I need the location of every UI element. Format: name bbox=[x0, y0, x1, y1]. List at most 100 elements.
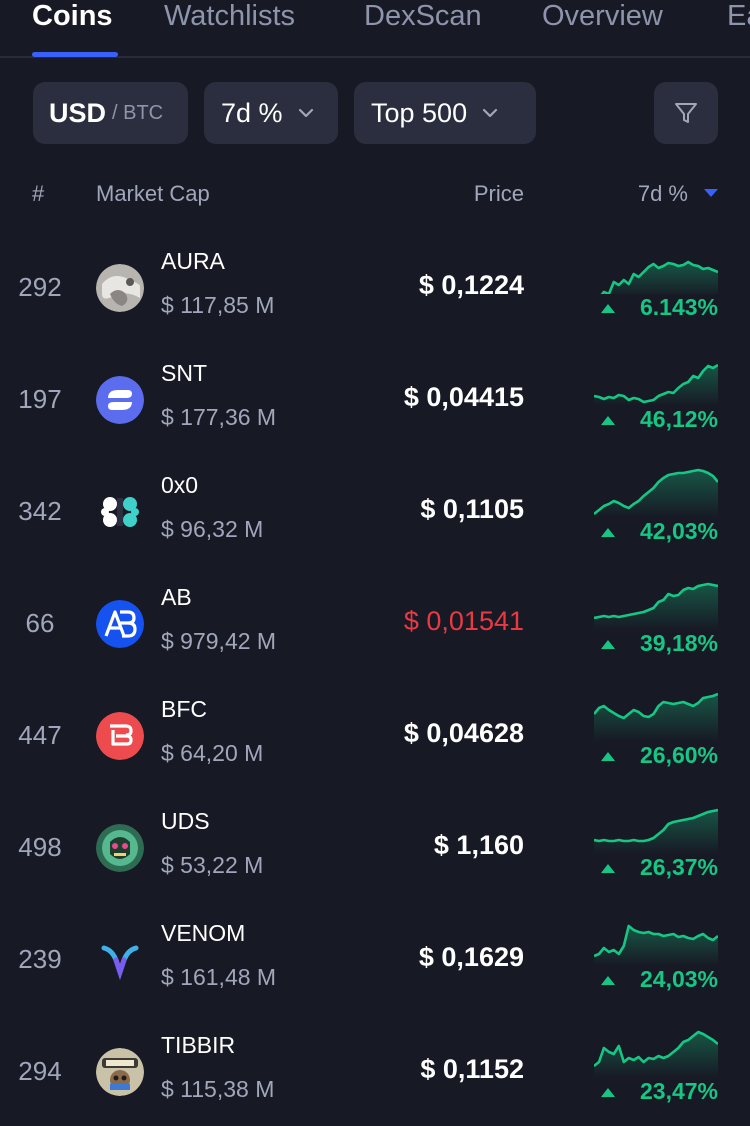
period-dropdown[interactable]: 7d % bbox=[204, 82, 338, 144]
filter-icon bbox=[675, 103, 697, 123]
coin-price: $ 0,04415 bbox=[403, 382, 524, 412]
sparkline-chart bbox=[594, 808, 718, 854]
sparkline-line bbox=[594, 1030, 718, 1068]
currency-toggle[interactable]: USD / BTC bbox=[33, 82, 188, 144]
sparkline-area bbox=[594, 365, 718, 406]
chevron-down-icon bbox=[482, 108, 498, 118]
coin-row[interactable]: 239 VENOM $ 161,48 M $ 0,1629 24,03% bbox=[0, 908, 750, 1020]
sparkline-line bbox=[594, 692, 718, 720]
period-label: 7d % bbox=[221, 97, 283, 128]
up-triangle-icon bbox=[601, 1088, 615, 1097]
coin-row[interactable]: 498 UDS $ 53,22 M $ 1,160 26,37% bbox=[0, 796, 750, 908]
coin-price: $ 0,04628 bbox=[403, 718, 524, 748]
coin-symbol: SNT bbox=[161, 360, 207, 386]
coin-market-cap: $ 64,20 M bbox=[161, 740, 264, 766]
coin-row[interactable]: 66 AB $ 979,42 M $ 0,01541 39,18% bbox=[0, 572, 750, 684]
coin-price: $ 0,1105 bbox=[420, 494, 524, 524]
ab-logo-icon bbox=[96, 600, 144, 648]
coin-rank: 197 bbox=[18, 384, 62, 414]
coin-row[interactable]: 292 AURA $ 117,85 M $ 0,1224 6.143% bbox=[0, 236, 750, 348]
coin-rank: 342 bbox=[18, 496, 62, 526]
sparkline-area bbox=[594, 470, 718, 518]
coin-rank: 447 bbox=[18, 720, 62, 750]
coin-row[interactable]: 294 TIBBIR $ 115,38 M $ 0,1152 23,47% bbox=[0, 1020, 750, 1126]
coin-price: $ 0,01541 bbox=[403, 606, 524, 636]
0x0-logo-icon bbox=[96, 488, 144, 536]
coin-market-cap: $ 53,22 M bbox=[161, 852, 264, 878]
sparkline-chart bbox=[594, 692, 718, 742]
header-rank: # bbox=[32, 181, 45, 206]
coin-change: 23,47% bbox=[639, 1078, 718, 1104]
up-triangle-icon bbox=[601, 640, 615, 649]
coin-change: 26,60% bbox=[639, 742, 718, 768]
coin-symbol: 0x0 bbox=[161, 472, 199, 498]
coin-price: $ 0,1629 bbox=[418, 942, 524, 972]
coin-row[interactable]: 197 SNT $ 177,36 M $ 0,04415 46,12% bbox=[0, 348, 750, 460]
coin-symbol: VENOM bbox=[161, 920, 246, 946]
coin-change: 6.143% bbox=[639, 294, 718, 320]
tab-dexscan[interactable]: DexScan bbox=[364, 0, 482, 32]
coin-symbol: AURA bbox=[161, 248, 225, 274]
currency-usd[interactable]: USD bbox=[49, 97, 107, 128]
tab-watchlists[interactable]: Watchlists bbox=[164, 0, 296, 32]
header-price[interactable]: Price bbox=[473, 181, 524, 206]
top-tabs: Coins Watchlists DexScan Overview Ea bbox=[0, 0, 750, 58]
coin-market-cap: $ 96,32 M bbox=[161, 516, 264, 542]
coin-market-cap: $ 177,36 M bbox=[161, 404, 277, 430]
sparkline-area bbox=[594, 694, 718, 742]
chevron-down-icon bbox=[298, 108, 313, 118]
coin-symbol: AB bbox=[161, 584, 192, 610]
tab-coins[interactable]: Coins bbox=[32, 0, 113, 32]
active-tab-indicator bbox=[32, 52, 118, 57]
up-triangle-icon bbox=[601, 976, 615, 985]
sparkline-line bbox=[594, 808, 718, 843]
tab-earn[interactable]: Ea bbox=[727, 0, 750, 32]
filter-button[interactable] bbox=[654, 82, 718, 144]
sparkline-chart bbox=[594, 582, 718, 630]
sparkline-line bbox=[594, 363, 718, 404]
bfc-logo-icon bbox=[96, 712, 144, 760]
sparkline-chart bbox=[594, 363, 718, 406]
coin-rank: 66 bbox=[25, 608, 55, 638]
sparkline-chart bbox=[594, 924, 718, 966]
sparkline-line bbox=[594, 924, 718, 958]
uds-logo-icon bbox=[96, 824, 144, 872]
coin-symbol: UDS bbox=[161, 808, 210, 834]
currency-btc[interactable]: / BTC bbox=[112, 101, 164, 124]
coin-market-cap: $ 979,42 M bbox=[161, 628, 277, 654]
sparkline-line bbox=[594, 582, 718, 620]
up-triangle-icon bbox=[601, 752, 615, 761]
coin-symbol: BFC bbox=[161, 696, 207, 722]
sparkline-chart bbox=[594, 260, 718, 294]
sparkline-area bbox=[594, 262, 718, 294]
up-triangle-icon bbox=[601, 416, 615, 425]
sort-desc-icon[interactable] bbox=[704, 189, 718, 197]
sparkline-area bbox=[594, 926, 718, 966]
tab-overview[interactable]: Overview bbox=[542, 0, 663, 32]
sparkline-chart bbox=[594, 468, 718, 518]
up-triangle-icon bbox=[601, 864, 615, 873]
coin-symbol: TIBBIR bbox=[161, 1032, 236, 1058]
coin-market-cap: $ 117,85 M bbox=[161, 292, 275, 318]
sparkline-line bbox=[594, 468, 718, 516]
sparkline-area bbox=[594, 810, 718, 854]
header-7d-change[interactable]: 7d % bbox=[637, 181, 688, 206]
coin-row[interactable]: 447 BFC $ 64,20 M $ 0,04628 26,60% bbox=[0, 684, 750, 796]
sparkline-line bbox=[600, 260, 718, 294]
coin-rank: 498 bbox=[18, 832, 62, 862]
coin-rank: 292 bbox=[18, 272, 62, 302]
coin-change: 46,12% bbox=[639, 406, 718, 432]
coin-row[interactable]: 342 0x0 $ 96,32 M $ 0,1105 42,03% bbox=[0, 460, 750, 572]
coin-change: 39,18% bbox=[639, 630, 718, 656]
coin-price: $ 0,1152 bbox=[420, 1054, 524, 1084]
header-market-cap[interactable]: Market Cap bbox=[96, 181, 210, 206]
coin-change: 26,37% bbox=[639, 854, 718, 880]
top-count-label: Top 500 bbox=[371, 97, 468, 128]
up-triangle-icon bbox=[601, 528, 615, 537]
coin-rank: 294 bbox=[18, 1056, 62, 1086]
sparkline-chart bbox=[594, 1030, 718, 1078]
coin-price: $ 0,1224 bbox=[418, 270, 524, 300]
coin-change: 42,03% bbox=[639, 518, 718, 544]
top-count-dropdown[interactable]: Top 500 bbox=[354, 82, 536, 144]
